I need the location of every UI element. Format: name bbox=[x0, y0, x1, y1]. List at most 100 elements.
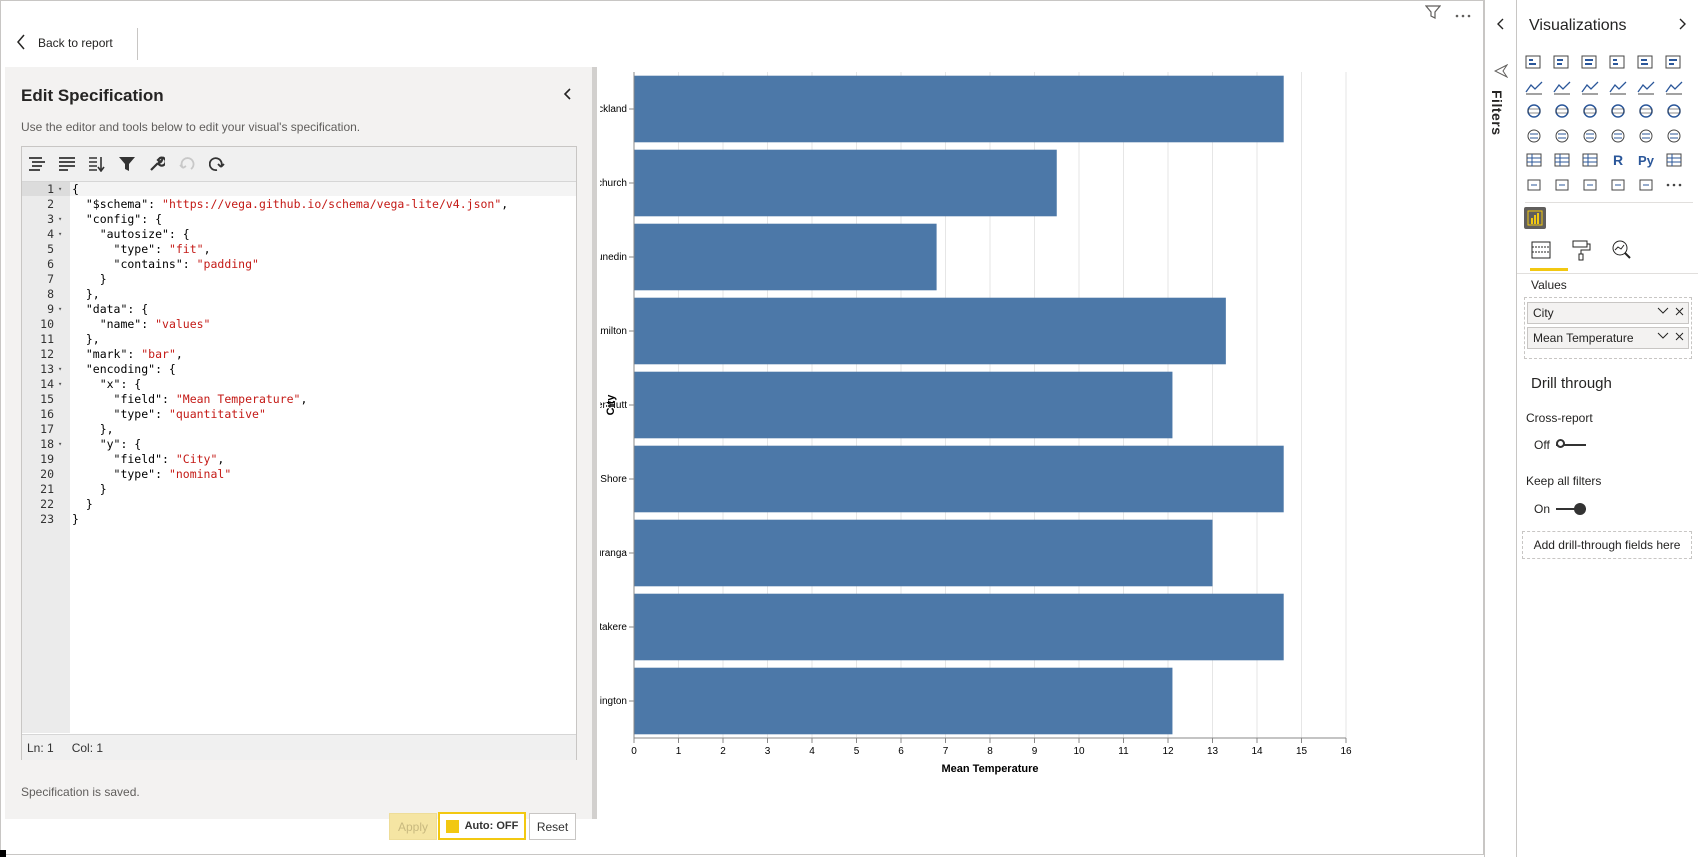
bar[interactable] bbox=[634, 75, 1284, 143]
repair-wrench-icon[interactable] bbox=[142, 149, 172, 179]
code-line[interactable]: 1 ▾ { bbox=[22, 182, 508, 197]
filters-pane[interactable] bbox=[1484, 0, 1517, 857]
bar[interactable] bbox=[634, 223, 937, 291]
sort-button[interactable] bbox=[82, 149, 112, 179]
filter-transform-icon[interactable] bbox=[112, 149, 142, 179]
toggle-switch-on[interactable] bbox=[1556, 503, 1587, 515]
fold-arrow-icon[interactable]: ▾ bbox=[58, 440, 63, 448]
bar[interactable] bbox=[634, 445, 1284, 513]
qa-icon[interactable] bbox=[1552, 176, 1572, 194]
code-line[interactable]: 9 ▾ "data": { bbox=[22, 302, 508, 317]
code-line[interactable]: 23} bbox=[22, 512, 508, 527]
funnel-icon[interactable] bbox=[1552, 102, 1572, 120]
code-editor[interactable] bbox=[21, 146, 577, 760]
code-line[interactable]: 13 ▾ "encoding": { bbox=[22, 362, 508, 377]
bar-chart[interactable]: Auckland Christchurch Dunedin Hamilton Lower… bbox=[600, 70, 1470, 840]
format-paintroller-icon[interactable] bbox=[1570, 239, 1592, 266]
code-line[interactable]: 6 "contains": "padding" bbox=[22, 257, 508, 272]
more-icon[interactable] bbox=[1664, 176, 1684, 194]
python-visual-icon[interactable]: Py bbox=[1638, 152, 1654, 168]
code-line[interactable]: 11 }, bbox=[22, 332, 508, 347]
stacked-column-icon[interactable] bbox=[1552, 53, 1572, 71]
line-clustered-column-icon[interactable] bbox=[1608, 78, 1628, 96]
apply-button[interactable]: Apply bbox=[389, 813, 437, 840]
bar[interactable] bbox=[634, 297, 1226, 365]
format-json-button[interactable] bbox=[22, 149, 52, 179]
fold-arrow-icon[interactable]: ▾ bbox=[58, 230, 63, 238]
fold-arrow-icon[interactable]: ▾ bbox=[58, 185, 63, 193]
code-line[interactable]: 8 }, bbox=[22, 287, 508, 302]
undo-icon[interactable] bbox=[172, 149, 202, 179]
map-icon[interactable] bbox=[1524, 127, 1544, 145]
code-line[interactable]: 4 ▾ "autosize": { bbox=[22, 227, 508, 242]
100-stacked-bar-icon[interactable] bbox=[1636, 53, 1656, 71]
code-line[interactable]: 16 "type": "quantitative" bbox=[22, 407, 508, 422]
code-line[interactable]: 19 "field": "City", bbox=[22, 452, 508, 467]
code-line[interactable]: 2 "$schema": "https://vega.github.io/sch… bbox=[22, 197, 508, 212]
fold-arrow-icon[interactable]: ▾ bbox=[58, 305, 63, 313]
pie-icon[interactable] bbox=[1608, 102, 1628, 120]
clustered-bar-icon[interactable] bbox=[1580, 53, 1600, 71]
line-icon[interactable] bbox=[1524, 78, 1544, 96]
code-line[interactable]: 10 "name": "values" bbox=[22, 317, 508, 332]
ribbon-icon[interactable] bbox=[1664, 78, 1684, 96]
code-line[interactable]: 12 "mark": "bar", bbox=[22, 347, 508, 362]
waterfall-icon[interactable] bbox=[1524, 102, 1544, 120]
bar[interactable] bbox=[634, 667, 1173, 735]
code-line[interactable]: 20 "type": "nominal" bbox=[22, 467, 508, 482]
collapse-panel-button[interactable] bbox=[563, 87, 573, 106]
code-line[interactable]: 21 } bbox=[22, 482, 508, 497]
100-stacked-column-icon[interactable] bbox=[1664, 53, 1684, 71]
table-icon[interactable] bbox=[1552, 151, 1572, 169]
bar[interactable] bbox=[634, 371, 1173, 439]
code-content[interactable]: 1 ▾ {2 "$schema": "https://vega.github.io/… bbox=[22, 182, 508, 527]
remove-field-icon[interactable] bbox=[1675, 332, 1684, 344]
filled-map-icon[interactable] bbox=[1552, 127, 1572, 145]
treemap-icon[interactable] bbox=[1664, 102, 1684, 120]
field-pill-city[interactable]: City bbox=[1527, 302, 1689, 324]
card-icon[interactable] bbox=[1608, 127, 1628, 145]
code-line[interactable]: 3 ▾ "config": { bbox=[22, 212, 508, 227]
power-apps-icon[interactable] bbox=[1636, 176, 1656, 194]
decomposition-tree-icon[interactable] bbox=[1524, 176, 1544, 194]
gauge-icon[interactable] bbox=[1580, 127, 1600, 145]
collapse-filters-icon[interactable] bbox=[1496, 17, 1506, 36]
code-line[interactable]: 17 }, bbox=[22, 422, 508, 437]
scatter-icon[interactable] bbox=[1580, 102, 1600, 120]
code-line[interactable]: 7 } bbox=[22, 272, 508, 287]
multi-row-card-icon[interactable] bbox=[1636, 127, 1656, 145]
back-to-report-button[interactable]: Back to report bbox=[16, 32, 113, 54]
expand-pane-icon[interactable] bbox=[1677, 17, 1687, 36]
cross-report-toggle[interactable]: Off bbox=[1534, 438, 1586, 452]
paginated-report-icon[interactable] bbox=[1608, 176, 1628, 194]
code-line[interactable]: 18 ▾ "y": { bbox=[22, 437, 508, 452]
chevron-down-icon[interactable] bbox=[1657, 332, 1669, 344]
redo-icon[interactable] bbox=[202, 149, 232, 179]
filters-label[interactable]: Filters bbox=[1489, 90, 1505, 136]
more-options-icon[interactable] bbox=[1455, 6, 1471, 24]
key-influencers-icon[interactable] bbox=[1664, 151, 1684, 169]
auto-apply-toggle-button[interactable]: Auto: OFF bbox=[438, 812, 526, 840]
r-visual-icon[interactable]: R bbox=[1612, 152, 1624, 168]
line-stacked-column-icon[interactable] bbox=[1636, 78, 1656, 96]
fold-arrow-icon[interactable]: ▾ bbox=[58, 380, 63, 388]
kpi-icon[interactable] bbox=[1664, 127, 1684, 145]
drill-through-well[interactable]: Add drill-through fields here bbox=[1522, 531, 1692, 559]
area-icon[interactable] bbox=[1552, 78, 1572, 96]
stacked-bar-icon[interactable] bbox=[1524, 53, 1544, 71]
fold-arrow-icon[interactable]: ▾ bbox=[58, 365, 63, 373]
code-line[interactable]: 15 "field": "Mean Temperature", bbox=[22, 392, 508, 407]
smart-narrative-icon[interactable] bbox=[1580, 176, 1600, 194]
code-line[interactable]: 14 ▾ "x": { bbox=[22, 377, 508, 392]
bar[interactable] bbox=[634, 593, 1284, 661]
code-line[interactable]: 22 } bbox=[22, 497, 508, 512]
field-pill-mean-temperature[interactable]: Mean Temperature bbox=[1527, 327, 1689, 349]
bar[interactable] bbox=[634, 519, 1213, 587]
compact-json-button[interactable] bbox=[52, 149, 82, 179]
custom-visual-vega-icon[interactable] bbox=[1524, 207, 1546, 229]
stacked-area-icon[interactable] bbox=[1580, 78, 1600, 96]
fields-tab-icon[interactable] bbox=[1530, 239, 1552, 266]
reset-button[interactable]: Reset bbox=[529, 813, 576, 840]
toggle-switch-off[interactable] bbox=[1555, 439, 1586, 448]
matrix-icon[interactable] bbox=[1580, 151, 1600, 169]
